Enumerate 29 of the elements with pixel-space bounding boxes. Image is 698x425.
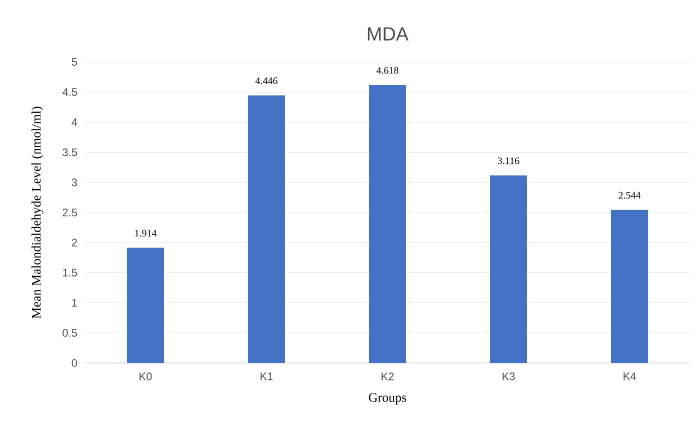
y-axis-title: Mean Malondialdehyde Level (nmol/ml) [31, 106, 44, 318]
bar [611, 210, 648, 363]
y-tick-label: 2 [72, 238, 77, 246]
bar [127, 248, 164, 363]
y-tick-label: 4 [72, 118, 78, 126]
y-tick-label: 0.5 [62, 329, 78, 337]
y-tick-label: 1.5 [63, 268, 78, 277]
x-tick-label: K2 [382, 372, 394, 380]
data-label: 4.618 [376, 67, 398, 74]
data-label: 3.116 [498, 157, 520, 164]
x-tick-label: K3 [502, 372, 515, 380]
chart-title: MDA [368, 27, 409, 40]
data-label: 2.544 [618, 192, 641, 199]
x-tick-label: K1 [260, 372, 273, 380]
x-tick-label: K0 [140, 372, 152, 380]
y-tick-label: 3.5 [62, 148, 78, 156]
x-axis-title: Groups [368, 393, 406, 405]
y-tick-label: 3 [72, 178, 77, 186]
y-tick-label: 4.5 [62, 88, 78, 96]
x-tick-label: K4 [624, 372, 636, 380]
y-tick-label: 2.5 [62, 208, 78, 216]
y-tick-label: 0 [72, 359, 78, 367]
y-tick-label: 1 [72, 299, 77, 307]
bar [490, 175, 527, 363]
data-label: 4.446 [255, 77, 278, 84]
y-tick-label: 5 [72, 58, 78, 66]
bar [248, 95, 286, 363]
data-label: 1.914 [135, 230, 157, 237]
bar [369, 84, 406, 363]
